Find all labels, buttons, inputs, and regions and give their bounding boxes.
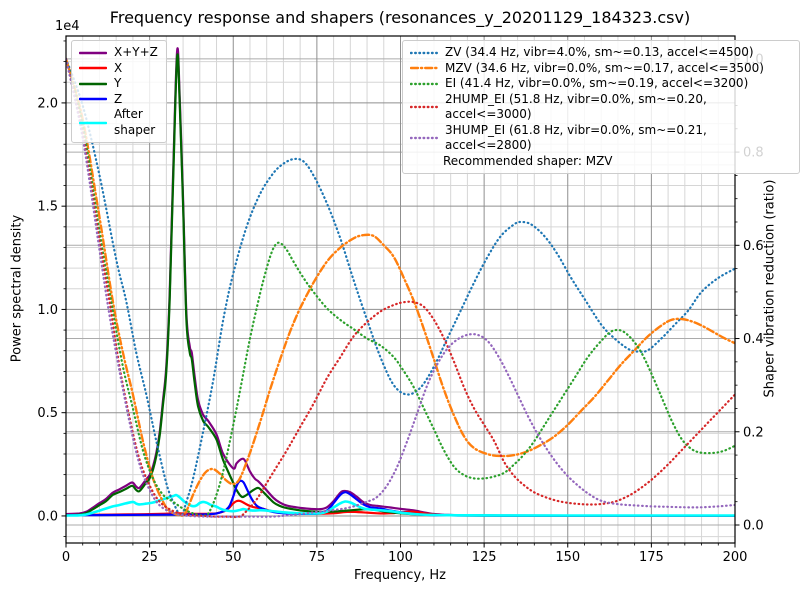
x-tick-label: 25 xyxy=(141,550,158,565)
x-tick-label: 200 xyxy=(723,550,748,565)
y-right-axis-label: Shaper vibration reduction (ratio) xyxy=(762,179,778,398)
y-axis-offset-text: 1e4 xyxy=(55,19,80,34)
legend-line-sample xyxy=(410,105,438,109)
legend-item: 3HUMP_EI (61.8 Hz, vibr=0.0%, sm~=0.21, … xyxy=(410,123,791,154)
recommended-shaper-note: Recommended shaper: MZV xyxy=(443,153,613,168)
legend-item-label: X xyxy=(114,60,123,75)
x-tick-label: 75 xyxy=(309,550,326,565)
legend-item: EI (41.4 Hz, vibr=0.0%, sm~=0.19, accel<… xyxy=(410,76,791,92)
x-tick-label: 125 xyxy=(472,550,497,565)
series-zv xyxy=(66,57,735,517)
legend-item: Z xyxy=(79,92,158,108)
legend-line-sample xyxy=(79,98,107,101)
legend-item: X xyxy=(79,61,158,77)
y-left-tick-label: 0.5 xyxy=(37,406,58,421)
y-left-tick-label: 1.5 xyxy=(37,200,58,215)
y-right-tick-label: 0.4 xyxy=(743,332,764,347)
legend-item-label: Z xyxy=(114,91,123,106)
chart-title: Frequency response and shapers (resonanc… xyxy=(109,8,691,27)
series-3hump-ei xyxy=(66,57,735,518)
y-right-tick-label: 0.2 xyxy=(743,425,764,440)
legend-item-label: 3HUMP_EI (61.8 Hz, vibr=0.0%, sm~=0.21, … xyxy=(445,122,707,153)
ticks xyxy=(61,40,740,548)
legend-item: MZV (34.6 Hz, vibr=0.0%, sm~=0.17, accel… xyxy=(410,61,791,77)
legend-line-sample xyxy=(410,82,438,85)
legend-item: After shaper xyxy=(79,107,158,138)
y-left-axis-label: Power spectral density xyxy=(9,214,25,363)
series-after-shaper xyxy=(66,493,735,517)
legend-item-label: After shaper xyxy=(114,107,156,137)
legend-line-sample xyxy=(410,51,438,54)
psd-legend: X+Y+Z X Y Z After shaper xyxy=(71,40,167,143)
legend-item-label: EI (41.4 Hz, vibr=0.0%, sm~=0.19, accel<… xyxy=(445,76,749,90)
x-tick-label: 50 xyxy=(225,550,242,565)
legend-item-label: ZV (34.4 Hz, vibr=4.0%, sm~=0.13, accel<… xyxy=(445,45,754,59)
x-axis-label: Frequency, Hz xyxy=(353,568,447,583)
y-left-tick-label: 2.0 xyxy=(37,96,58,111)
legend-line-sample xyxy=(410,67,438,70)
y-right-tick-label: 0.6 xyxy=(743,239,764,254)
y-left-tick-label: 0.0 xyxy=(37,509,58,524)
legend-item: X+Y+Z xyxy=(79,45,158,61)
x-tick-label: 100 xyxy=(388,550,413,565)
curves xyxy=(66,47,735,519)
legend-item: Y xyxy=(79,76,158,92)
legend-item-label: X+Y+Z xyxy=(114,45,158,59)
legend-item: 2HUMP_EI (51.8 Hz, vibr=0.0%, sm~=0.20, … xyxy=(410,92,791,123)
legend-item-label: 2HUMP_EI (51.8 Hz, vibr=0.0%, sm~=0.20, … xyxy=(445,91,707,122)
x-tick-label: 150 xyxy=(555,550,580,565)
x-tick-label: 175 xyxy=(639,550,664,565)
legend-line-sample xyxy=(79,82,107,85)
legend-item-label: Y xyxy=(114,76,122,90)
y-left-tick-label: 1.0 xyxy=(37,303,58,318)
series-ei xyxy=(66,57,735,517)
legend-item: ZV (34.4 Hz, vibr=4.0%, sm~=0.13, accel<… xyxy=(410,45,791,61)
legend-line-sample xyxy=(79,121,107,124)
shaper-legend: ZV (34.4 Hz, vibr=4.0%, sm~=0.13, accel<… xyxy=(402,40,800,174)
legend-line-sample xyxy=(79,51,107,54)
y-right-tick-label: 0.0 xyxy=(743,519,764,534)
legend-line-sample xyxy=(410,136,438,140)
legend-line-sample xyxy=(79,67,107,70)
x-tick-label: 0 xyxy=(62,550,70,565)
legend-item-label: MZV (34.6 Hz, vibr=0.0%, sm~=0.17, accel… xyxy=(445,60,764,75)
